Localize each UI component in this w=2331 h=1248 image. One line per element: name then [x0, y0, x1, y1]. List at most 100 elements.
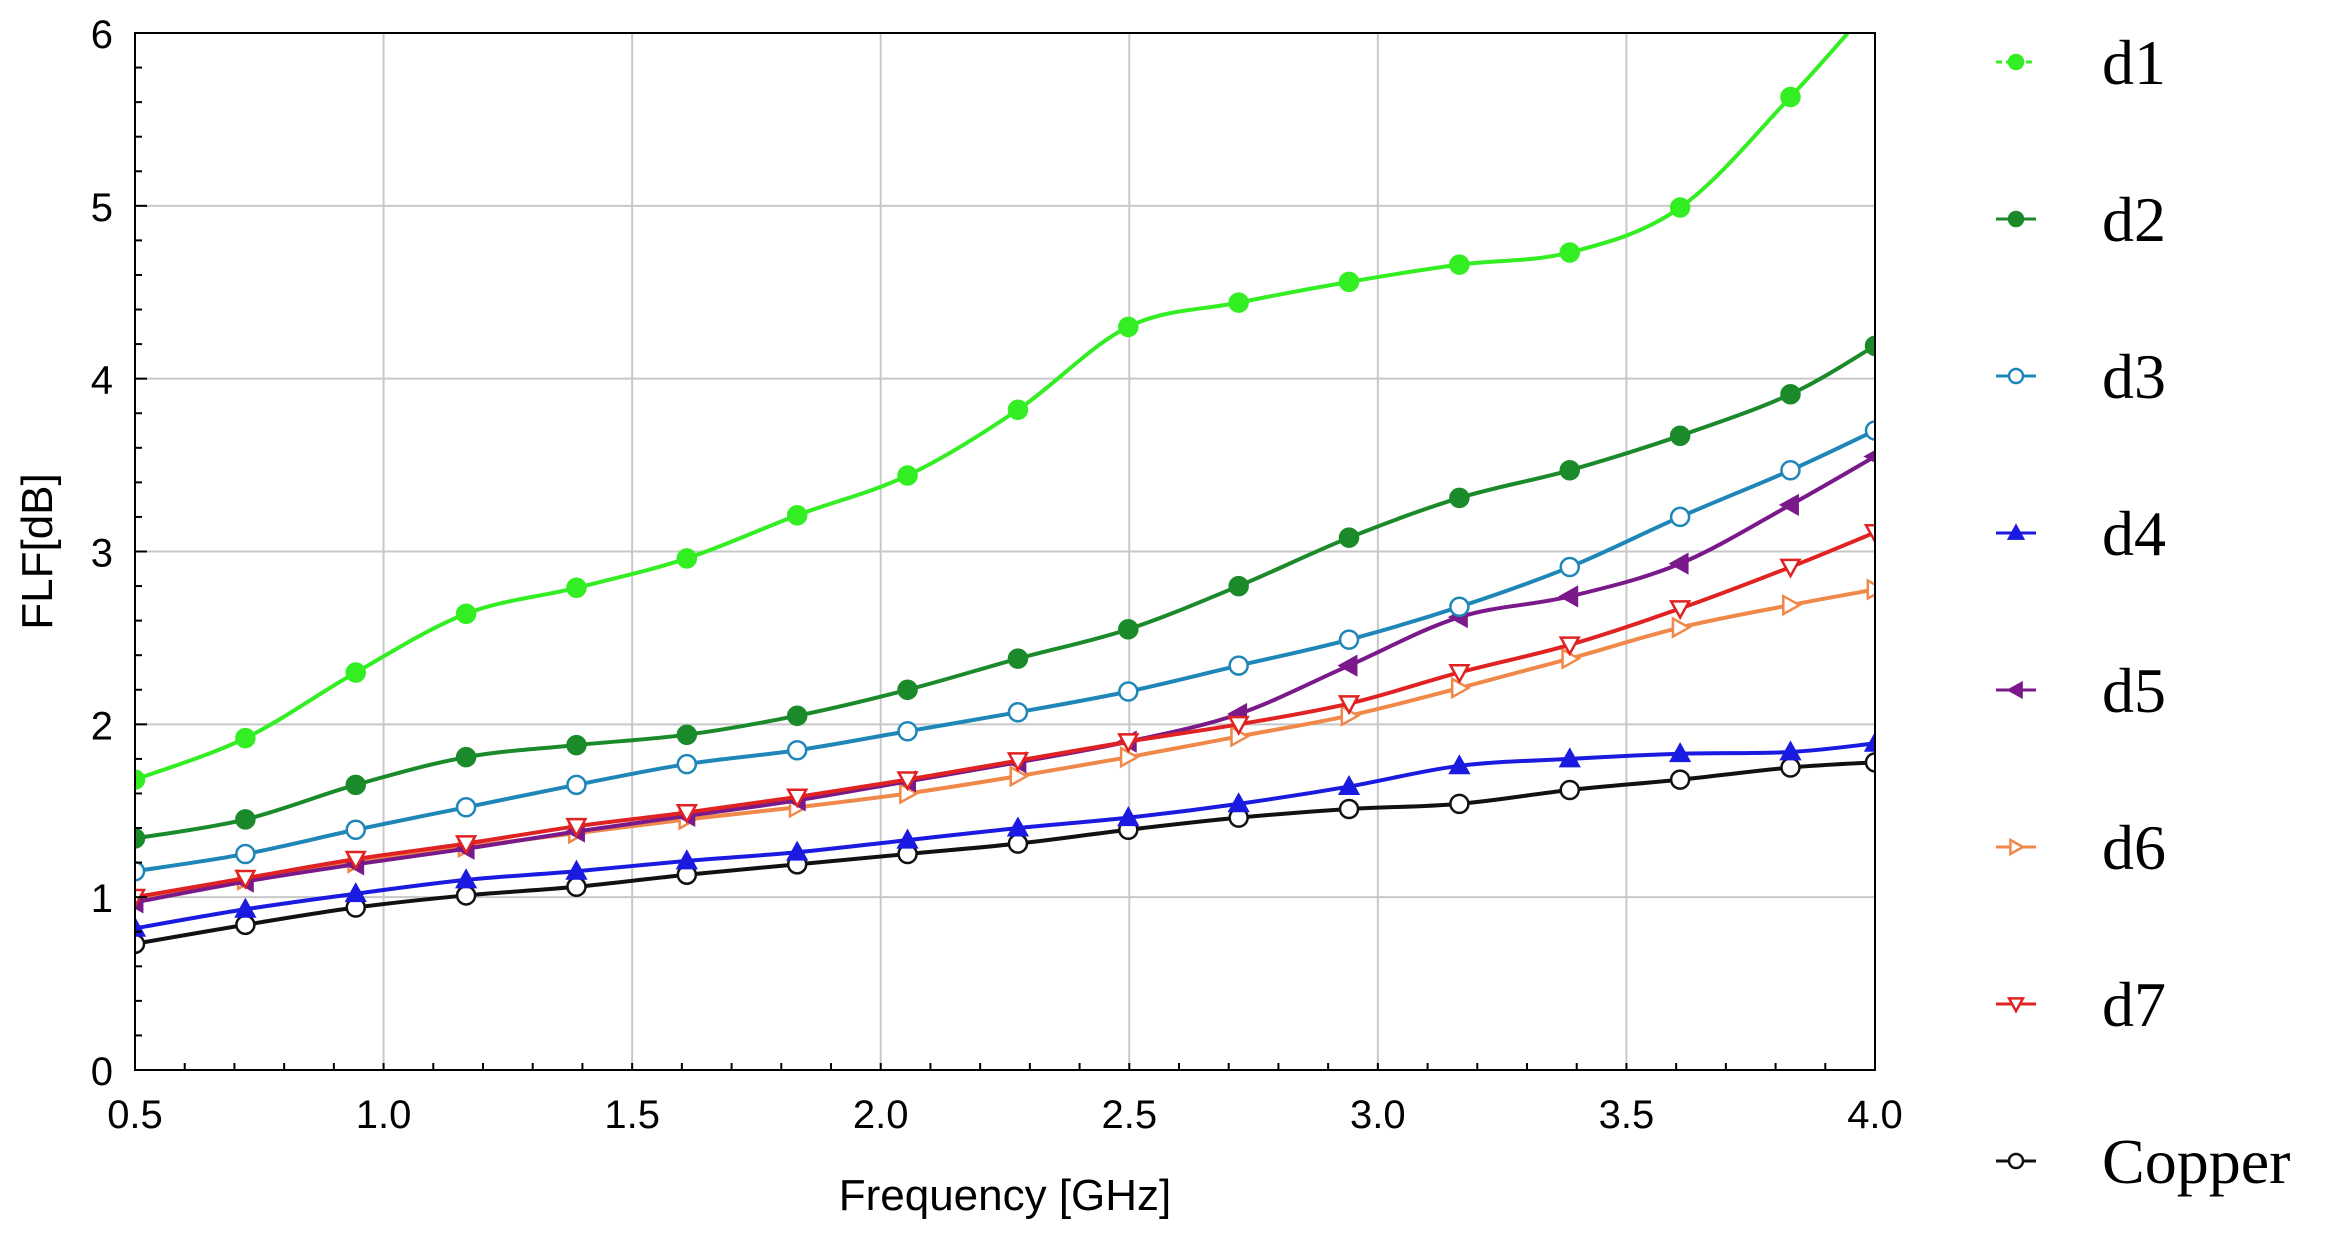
- x-tick-label: 3.0: [1350, 1093, 1406, 1137]
- legend-item-d6: d6: [1996, 812, 2166, 883]
- data-point-copper: [1338, 798, 1360, 820]
- x-tick-label: 1.5: [604, 1093, 660, 1137]
- legend-item-d7: d7: [1996, 969, 2166, 1040]
- data-point-d6: [1009, 765, 1030, 788]
- data-point-d6: [1671, 616, 1692, 639]
- data-point-d2: [455, 746, 477, 768]
- axis-ticks: 0.5 1.0 1.5 2.0 2.5 3.0 3.5 4.0 0 1 2 3 4 5 6: [91, 13, 1903, 1137]
- data-point-d1: [1007, 399, 1029, 421]
- data-point-d3: [1449, 596, 1470, 618]
- legend-item-copper: Copper: [1996, 1126, 2290, 1197]
- legend-label: d4: [2102, 498, 2166, 569]
- y-tick-label: 1: [91, 877, 113, 921]
- y-axis-label: FLF[dB]: [13, 473, 62, 630]
- x-tick-label: 1.0: [356, 1093, 412, 1137]
- legend-swatch-marker: [2007, 210, 2025, 228]
- data-point-d1: [345, 662, 366, 683]
- series-d1: [135, 33, 1851, 790]
- data-point-d2: [897, 679, 918, 701]
- data-point-copper: [1780, 757, 1801, 778]
- data-point-d2: [1007, 648, 1029, 669]
- data-point-d4: [1227, 792, 1250, 813]
- legend-item-d3: d3: [1996, 341, 2166, 412]
- data-point-d5: [1558, 585, 1579, 608]
- data-point-d7: [675, 804, 698, 825]
- data-point-d7: [344, 850, 367, 871]
- data-point-d1: [1780, 86, 1801, 108]
- legend-swatch-marker: [2009, 837, 2026, 857]
- y-tick-label: 5: [91, 186, 113, 230]
- data-point-d3: [897, 720, 918, 742]
- data-point-d1: [1449, 254, 1470, 275]
- data-point-d7: [234, 869, 257, 890]
- data-point-d3: [1669, 506, 1691, 528]
- data-point-d2: [1559, 460, 1581, 481]
- data-point-d3: [786, 740, 808, 761]
- legend-swatch-marker: [2007, 53, 2025, 71]
- data-point-d2: [1228, 575, 1249, 597]
- series-d4: [135, 731, 1875, 937]
- y-tick-label: 3: [91, 532, 113, 576]
- data-point-d4: [454, 868, 478, 889]
- legend-item-d1: d1: [1996, 27, 2166, 98]
- data-point-d3: [235, 843, 256, 865]
- series-d2: [135, 335, 1875, 849]
- series-line-d5: [135, 454, 1875, 905]
- series-line-d4: [135, 741, 1875, 931]
- data-point-d7: [1779, 558, 1802, 579]
- data-point-d1: [1669, 197, 1691, 218]
- legend-label: Copper: [2102, 1126, 2290, 1197]
- data-point-d2: [1338, 527, 1360, 548]
- series-d7: [135, 524, 1875, 909]
- data-point-d6: [1782, 593, 1803, 617]
- data-point-d2: [1449, 487, 1470, 509]
- data-point-d2: [1118, 619, 1139, 640]
- data-point-copper: [455, 885, 477, 906]
- data-point-d5: [1337, 654, 1358, 677]
- legend-swatch-marker: [2006, 523, 2026, 540]
- y-tick-label: 4: [91, 359, 113, 403]
- data-point-d3: [455, 797, 477, 818]
- legend-label: d1: [2102, 27, 2166, 98]
- data-point-d4: [1668, 742, 1692, 763]
- data-point-copper: [135, 933, 146, 955]
- data-point-d1: [235, 727, 256, 749]
- data-point-d2: [1780, 383, 1801, 405]
- data-point-d1: [1559, 242, 1581, 263]
- series-d5: [135, 450, 1875, 914]
- data-point-d1: [566, 577, 587, 599]
- data-point-d1: [455, 603, 477, 624]
- data-point-d7: [454, 835, 478, 856]
- data-point-copper: [235, 914, 256, 936]
- data-point-d2: [345, 774, 366, 796]
- data-point-copper: [1669, 769, 1691, 790]
- legend-label: d7: [2102, 969, 2166, 1040]
- data-point-d5: [1778, 493, 1799, 516]
- data-point-d4: [1117, 806, 1140, 827]
- data-point-copper: [566, 876, 587, 898]
- data-point-d7: [1558, 636, 1581, 657]
- legend-label: d6: [2102, 812, 2166, 883]
- x-tick-label: 0.5: [107, 1093, 163, 1137]
- data-point-d1: [676, 548, 698, 569]
- data-point-d6: [1450, 676, 1471, 700]
- legend-label: d3: [2102, 341, 2166, 412]
- data-point-d4: [1558, 747, 1581, 768]
- data-point-d7: [1006, 752, 1030, 773]
- plot-series: [135, 33, 1875, 955]
- data-point-d7: [1337, 695, 1361, 716]
- y-tick-label: 0: [91, 1050, 113, 1094]
- data-point-d3: [1338, 629, 1360, 650]
- x-axis-label: Frequency [GHz]: [839, 1171, 1172, 1220]
- data-point-d7: [1448, 664, 1471, 685]
- data-point-d4: [234, 897, 257, 918]
- x-tick-label: 2.5: [1101, 1093, 1157, 1137]
- data-point-d3: [566, 774, 587, 796]
- data-point-d3: [1118, 681, 1139, 702]
- data-point-d4: [1863, 731, 1875, 752]
- data-point-d5: [1668, 552, 1689, 575]
- data-point-d2: [786, 705, 808, 726]
- data-point-d3: [1559, 556, 1581, 578]
- data-point-d6: [1119, 746, 1140, 769]
- x-tick-label: 4.0: [1847, 1093, 1903, 1137]
